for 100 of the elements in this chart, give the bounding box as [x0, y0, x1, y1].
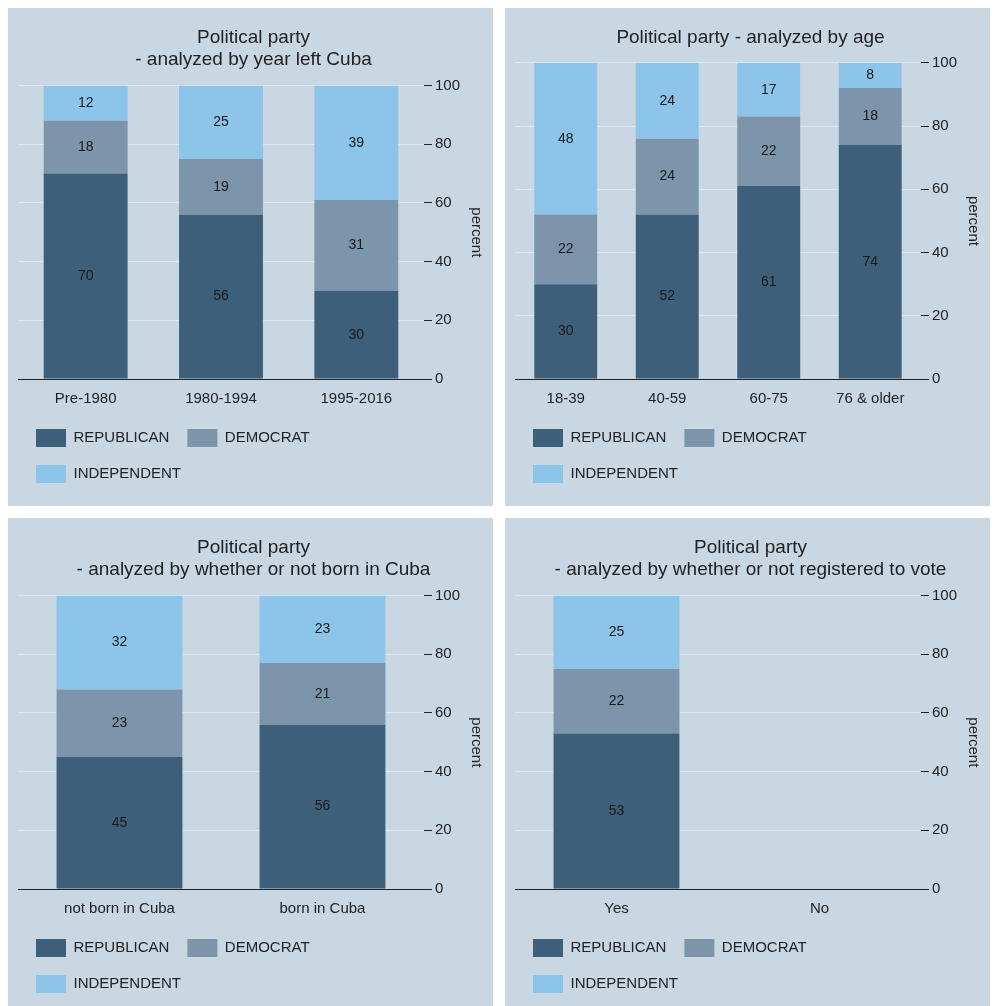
y-tick-label: 40 [931, 242, 949, 260]
y-tick-label: 20 [434, 310, 452, 328]
bar [635, 138, 699, 215]
x-tick-label: 60-75 [749, 389, 788, 407]
bar [838, 62, 902, 89]
legend-label: DEMOCRAT [224, 938, 310, 956]
y-tick-label: 60 [931, 179, 949, 197]
y-tick-label: 100 [434, 75, 460, 93]
data-label: 61 [760, 273, 777, 290]
y-tick-label: 100 [931, 585, 957, 603]
x-tick-label: not born in Cuba [64, 899, 176, 917]
data-label: 21 [314, 684, 331, 701]
legend-label: INDEPENDENT [73, 464, 182, 482]
y-tick-label: 0 [434, 879, 444, 897]
data-label: 74 [862, 252, 879, 269]
data-label: 19 [213, 177, 229, 194]
data-label: 23 [314, 620, 331, 637]
legend-label: INDEPENDENT [570, 464, 679, 482]
x-tick-label: 1995-2016 [320, 389, 393, 407]
y-axis-title: percent [965, 195, 983, 247]
bar [534, 62, 598, 215]
x-tick-label: No [809, 899, 830, 917]
bar [737, 116, 801, 187]
y-tick-label: 20 [931, 820, 949, 838]
data-label: 8 [866, 66, 875, 83]
bar [259, 595, 386, 664]
bar [259, 663, 386, 725]
x-tick-label: 18-39 [546, 389, 585, 407]
y-tick-label: 40 [931, 761, 949, 779]
y-tick-label: 100 [931, 52, 957, 70]
bar [56, 595, 183, 690]
chart-title: Political party - analyzed by whether or not born in Cuba [76, 535, 431, 580]
y-tick-label: 60 [434, 703, 452, 721]
legend-label: INDEPENDENT [73, 974, 182, 992]
chart-title: Political party - analyzed by age [616, 25, 885, 47]
data-label: 30 [557, 322, 574, 339]
bar [737, 62, 801, 117]
data-label: 22 [608, 692, 625, 709]
bar [43, 120, 128, 174]
y-tick-label: 40 [434, 251, 452, 269]
legend-label: REPUBLICAN [73, 428, 170, 446]
bar [259, 724, 386, 889]
bar [179, 214, 263, 379]
bar [635, 214, 699, 379]
bar [43, 173, 128, 379]
data-label: 56 [314, 797, 331, 814]
legend-label: DEMOCRAT [721, 428, 807, 446]
y-tick-label: 20 [931, 305, 949, 323]
bar [314, 85, 399, 201]
data-label: 17 [760, 80, 777, 97]
bar [43, 85, 128, 121]
y-tick-label: 80 [434, 644, 452, 662]
x-tick-label: Pre-1980 [54, 389, 117, 407]
x-tick-label: 76 & older [836, 389, 905, 407]
data-label: 25 [213, 113, 229, 130]
data-label: 18 [77, 138, 94, 155]
bar [56, 756, 183, 889]
y-axis-title: percent [468, 207, 486, 259]
data-label: 22 [557, 240, 574, 257]
y-tick-label: 80 [931, 116, 949, 134]
bar [838, 88, 902, 146]
data-label: 39 [348, 133, 365, 150]
legend-label: REPUBLICAN [73, 938, 170, 956]
y-tick-label: 0 [434, 369, 444, 387]
y-tick-label: 60 [434, 193, 452, 211]
x-tick-label: born in Cuba [279, 899, 367, 917]
data-label: 18 [862, 107, 879, 124]
y-tick-label: 40 [434, 761, 452, 779]
chart-title: Political party - analyzed by whether or not registered to vote [554, 535, 947, 580]
data-label: 22 [760, 142, 777, 159]
bar [179, 85, 263, 159]
y-tick-label: 80 [931, 644, 949, 662]
x-tick-label: 1980-1994 [185, 389, 257, 407]
data-label: 48 [557, 129, 574, 146]
data-label: 56 [213, 287, 229, 304]
bar [314, 290, 399, 379]
x-tick-label: 40-59 [648, 389, 687, 407]
chart-title: Political party - analyzed by year left Cuba [135, 25, 373, 70]
y-tick-label: 20 [434, 820, 452, 838]
data-label: 53 [608, 801, 625, 818]
data-label: 23 [111, 714, 128, 731]
bar [179, 158, 263, 215]
data-label: 52 [659, 287, 676, 304]
y-axis-title: percent [468, 717, 486, 769]
bar [56, 689, 183, 757]
data-label: 25 [608, 623, 625, 640]
bar [314, 200, 399, 291]
x-tick-label: Yes [604, 899, 629, 917]
legend-label: INDEPENDENT [570, 974, 679, 992]
legend-label: DEMOCRAT [721, 938, 807, 956]
legend-label: REPUBLICAN [570, 938, 667, 956]
y-tick-label: 0 [931, 879, 941, 897]
data-label: 30 [348, 325, 365, 342]
data-label: 32 [111, 633, 128, 650]
y-tick-label: 0 [931, 369, 941, 387]
data-label: 70 [77, 266, 94, 283]
y-axis-title: percent [965, 717, 983, 769]
data-label: 45 [111, 813, 128, 830]
legend-label: DEMOCRAT [224, 428, 310, 446]
data-label: 24 [659, 167, 676, 184]
